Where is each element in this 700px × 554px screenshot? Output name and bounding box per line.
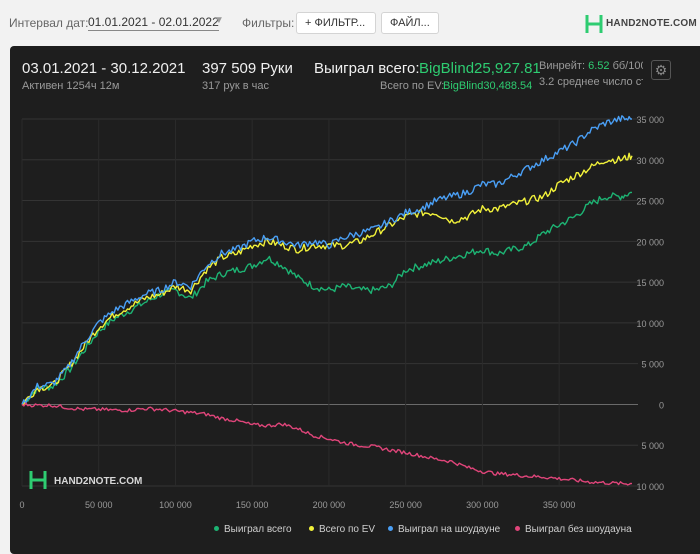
date-range-label: Интервал дат: (9, 16, 89, 30)
series-line-2 (21, 115, 632, 405)
hand2note-logo-icon (585, 15, 603, 33)
legend-item-ev[interactable]: Всего по EV (309, 524, 375, 535)
winrate-label: Винрейт: (539, 60, 586, 72)
x-tick-label: 50 000 (85, 500, 113, 510)
won-total-label: Выиграл всего: (314, 60, 420, 77)
filters-label: Фильтры: (242, 16, 295, 30)
x-tick-label: 0 (19, 500, 24, 510)
y-tick-label: 5 000 (641, 441, 664, 451)
legend-dot-showdown (388, 525, 393, 531)
x-tick-label: 250 000 (389, 500, 422, 510)
add-filter-button[interactable]: + ФИЛЬТР... (296, 12, 376, 34)
legend-label-showdown: Выиграл на шоудауне (398, 524, 501, 535)
x-tick-label: 100 000 (159, 500, 192, 510)
ev-total-value: BigBlind30,488.54 (443, 80, 533, 92)
watermark-logo-icon (29, 471, 47, 489)
top-toolbar: Интервал дат: 01.01.2021 - 02.01.2022 ▼ … (0, 0, 700, 44)
gear-icon[interactable]: ⚙ (651, 60, 671, 80)
logo-text: HAND2NOTE.COM (606, 18, 697, 29)
watermark-text: HAND2NOTE.COM (54, 476, 143, 487)
series-line-3 (21, 402, 633, 486)
y-tick-label: 10 000 (636, 319, 664, 329)
y-tick-label: 5 000 (641, 360, 664, 370)
legend-item-no-showdown[interactable]: Выиграл без шоудауна (515, 524, 632, 535)
legend-label-ev: Всего по EV (319, 524, 376, 535)
x-tick-label: 150 000 (236, 500, 269, 510)
winrate-unit: бб/100 (612, 60, 643, 72)
x-tick-label: 300 000 (466, 500, 499, 510)
legend-dot-ev (309, 525, 314, 531)
graph-panel: 03.01.2021 - 30.12.2021 Активен 1254ч 12… (10, 46, 700, 554)
period-title: 03.01.2021 - 30.12.2021 (22, 60, 186, 77)
hands-count: 397 509 Руки (202, 60, 293, 77)
y-tick-label: 0 (659, 400, 664, 410)
legend-item-showdown[interactable]: Выиграл на шоудауне (388, 524, 500, 535)
series-line-0 (21, 191, 632, 405)
legend-label-won: Выиграл всего (224, 524, 292, 535)
hands-per-hour: 317 рук в час (202, 80, 270, 92)
y-tick-label: 30 000 (636, 156, 664, 166)
x-tick-label: 350 000 (543, 500, 576, 510)
chevron-down-icon[interactable]: ▼ (214, 15, 224, 26)
y-tick-label: 35 000 (636, 115, 664, 125)
date-range-select[interactable]: 01.01.2021 - 02.01.2022 (88, 15, 219, 31)
series-line-1 (21, 152, 633, 406)
legend-label-no-showdown: Выиграл без шоудауна (525, 524, 632, 535)
y-tick-label: 15 000 (636, 278, 664, 288)
profit-line-chart: 35 000 30 000 25 000 20 000 15 000 10 000 5 00… (19, 115, 664, 510)
y-tick-label: 20 000 (636, 237, 664, 247)
legend-dot-no-showdown (515, 525, 520, 531)
avg-text: 3.2 среднее число сто (539, 76, 643, 88)
active-time: Активен 1254ч 12м (22, 80, 120, 92)
ev-total-label: Всего по EV: (380, 80, 445, 92)
files-button[interactable]: ФАЙЛ... (381, 12, 439, 34)
y-tick-label: 25 000 (636, 197, 664, 207)
won-total-value: BigBlind25,927.81 (419, 60, 541, 77)
winrate-block: Винрейт: 6.52 бб/100 3.2 среднее число с… (539, 60, 643, 100)
legend-item-won[interactable]: Выиграл всего (214, 524, 292, 535)
y-tick-label: 10 000 (636, 482, 664, 492)
legend-dot-won (214, 525, 219, 531)
x-tick-label: 200 000 (313, 500, 346, 510)
winrate-value: 6.52 (588, 60, 610, 72)
